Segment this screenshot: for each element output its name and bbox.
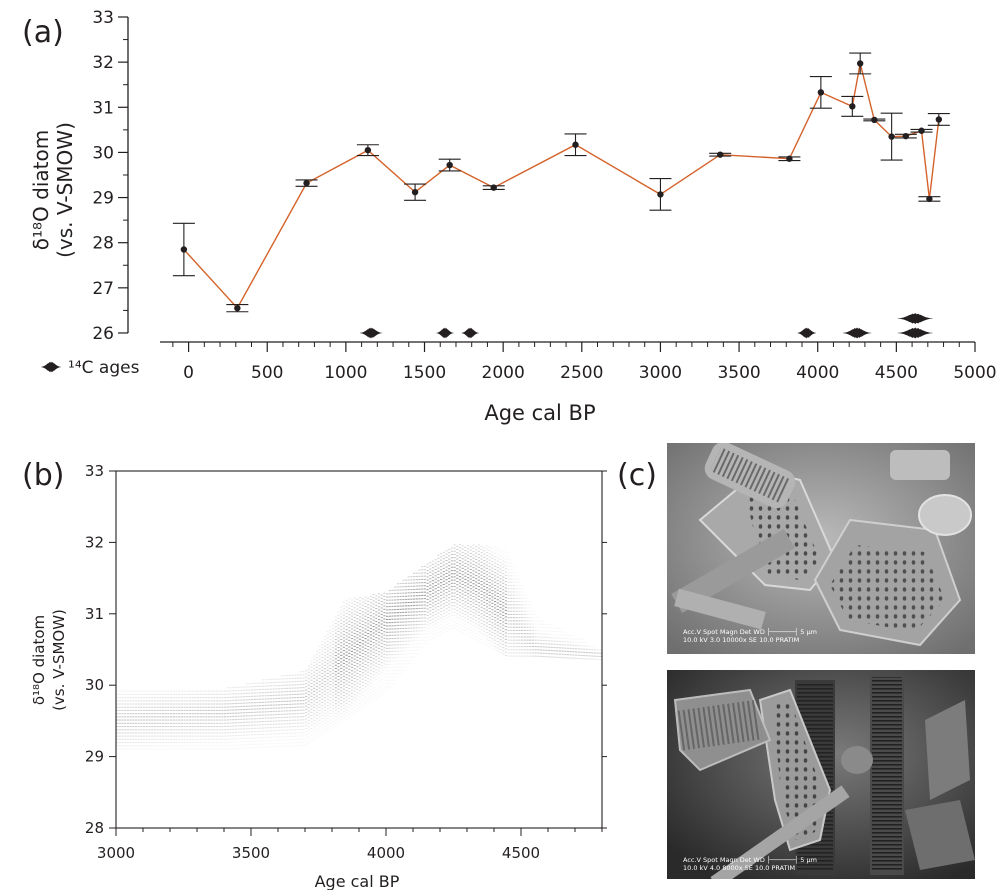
- sem-caption-bottom: Acc.V Spot Magn Det WD ├──────┤ 5 µm 10.0…: [683, 855, 817, 872]
- chart-a-y-tick-label: 26: [92, 324, 114, 344]
- chart-a-x-tick-label: 5000: [953, 363, 996, 383]
- chart-a-y-tick-label: 27: [92, 279, 114, 299]
- chart-a-data-point: [926, 195, 933, 203]
- chart-a-x-tick-label: 1000: [324, 363, 367, 383]
- chart-b-y-tick-label: 31: [85, 605, 104, 623]
- chart-a-x-tick-label: 2000: [482, 363, 525, 383]
- chart-a-data-point: [902, 132, 909, 140]
- chart-b-y-tick-label: 28: [85, 819, 104, 837]
- chart-a-x-tick-label: 1500: [403, 363, 446, 383]
- sem-image-top: Acc.V Spot Magn Det WD ├──────┤ 5 µm 10.0…: [667, 443, 975, 654]
- chart-a-x-tick-label: 3000: [639, 363, 682, 383]
- chart-b-x-tick-label: 4000: [367, 844, 405, 862]
- chart-a-y-tick-label: 29: [92, 189, 114, 209]
- chart-a-data-point: [303, 179, 310, 187]
- chart-a-axes: 26 27 28 29 30 31 32 33 0 500 1000 1500 2000 2500 3000…: [92, 8, 996, 383]
- chart-b-y-tick-label: 32: [85, 533, 104, 551]
- c14-age-distribution: [360, 327, 382, 339]
- chart-b-y-axis-label-line2: (vs. V-SMOW): [50, 609, 68, 711]
- legend-label: ¹⁴C ages: [68, 358, 140, 378]
- panel-label-a: (a): [22, 15, 64, 50]
- c14-age-distribution: [897, 313, 933, 324]
- chart-a-y-tick-label: 32: [92, 53, 114, 73]
- c14-age-distribution-icon: [41, 361, 61, 373]
- chart-a-data-point: [490, 184, 497, 191]
- chart-a-x-tick-label: 500: [251, 363, 283, 383]
- panel-label-b: (b): [22, 458, 64, 493]
- chart-b-y-tick-label: 33: [85, 462, 104, 480]
- chart-b-y-axis-label-line1: δ¹⁸O diatom: [30, 615, 48, 705]
- chart-a-y-tick-label: 31: [92, 98, 114, 118]
- c14-age-distribution: [41, 361, 61, 373]
- chart-a-series: [172, 52, 950, 313]
- chart-a-data-point: [180, 246, 188, 253]
- c14-age-distribution: [797, 327, 817, 339]
- panel-label-c: (c): [617, 458, 657, 493]
- chart-b-y-tick-label: 30: [85, 676, 104, 694]
- chart-b-x-tick-label: 3500: [232, 844, 270, 862]
- chart-a-data-point: [849, 103, 856, 110]
- chart-a-y-tick-label: 28: [92, 234, 114, 254]
- chart-a-data-point: [786, 155, 793, 162]
- chart-a-data-point: [935, 116, 943, 123]
- chart-a-c14-ages: [360, 313, 933, 339]
- chart-b-y-tick-label: 29: [85, 748, 104, 766]
- chart-a-x-tick-label: 0: [183, 363, 194, 383]
- chart-a-x-tick-label: 4000: [796, 363, 839, 383]
- sem-caption-top: Acc.V Spot Magn Det WD ├──────┤ 5 µm 10.0…: [683, 627, 817, 644]
- chart-a-data-point: [871, 116, 878, 124]
- chart-a: 26 27 28 29 30 31 32 33 0 500 1000 1500 2000 2500 3000…: [29, 8, 997, 425]
- chart-a-data-point: [817, 89, 825, 96]
- chart-a-y-tick-label: 33: [92, 8, 114, 28]
- c14-age-distribution: [461, 327, 479, 339]
- chart-a-data-point: [234, 304, 241, 312]
- chart-a-x-tick-label: 3500: [717, 363, 760, 383]
- chart-a-y-axis-label-line1: δ¹⁸O diatom: [29, 130, 53, 250]
- c14-age-distribution: [842, 327, 872, 339]
- chart-b-axes: 28 29 30 31 32 33 3000 3500 4000 4500: [85, 462, 607, 862]
- chart-b-x-tick-label: 3000: [97, 844, 135, 862]
- chart-a-data-point: [446, 161, 453, 169]
- chart-b-density: [116, 543, 602, 750]
- legend: ¹⁴C ages: [41, 358, 140, 378]
- c14-age-distribution: [436, 327, 454, 339]
- chart-a-data-point: [411, 188, 419, 196]
- chart-a-data-point: [572, 141, 579, 148]
- chart-a-x-tick-label: 4500: [875, 363, 918, 383]
- c14-age-distribution: [897, 327, 933, 339]
- chart-a-data-point: [717, 151, 724, 158]
- chart-a-data-point: [657, 191, 664, 198]
- chart-b-x-axis-label: Age cal BP: [315, 872, 400, 890]
- chart-a-data-point: [856, 60, 864, 67]
- chart-b-x-tick-label: 4500: [502, 844, 540, 862]
- chart-a-x-axis-label: Age cal BP: [484, 401, 595, 425]
- chart-a-y-tick-label: 30: [92, 143, 114, 163]
- chart-a-data-point: [364, 146, 372, 154]
- chart-a-data-point: [888, 133, 895, 140]
- chart-a-data-point: [918, 127, 925, 134]
- sem-image-bottom: Acc.V Spot Magn Det WD ├──────┤ 5 µm 10.0…: [667, 670, 975, 879]
- chart-a-x-tick-label: 2500: [560, 363, 603, 383]
- chart-a-y-axis-label-line2: (vs. V-SMOW): [53, 122, 77, 258]
